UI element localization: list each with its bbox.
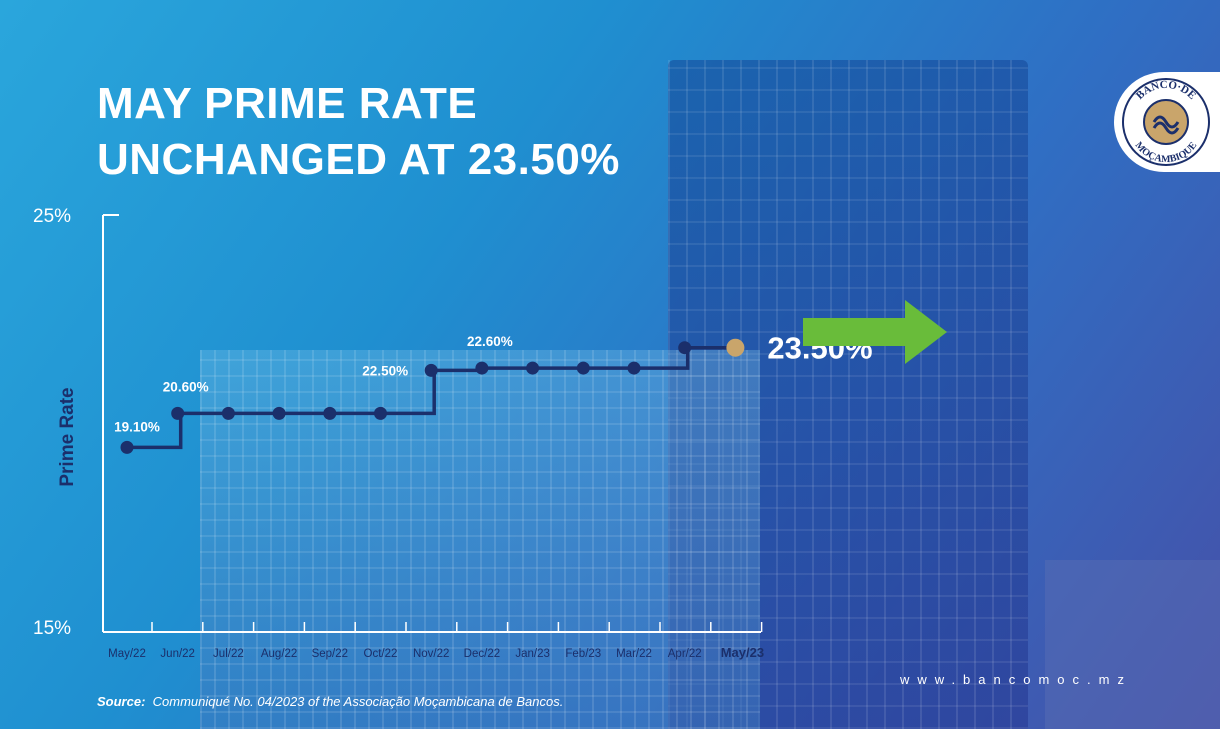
source-label: Source: <box>97 694 146 709</box>
x-tick-label: Sep/22 <box>312 648 348 660</box>
data-point <box>272 406 286 420</box>
step-line <box>127 345 736 450</box>
y-tick-label: 25% <box>33 206 71 227</box>
data-point <box>424 363 438 377</box>
x-tick-label: Dec/22 <box>464 648 500 660</box>
trend-arrow-icon <box>803 300 947 364</box>
x-tick-label: Nov/22 <box>413 648 449 660</box>
data-point <box>526 361 540 375</box>
chart-axes: 25% 15% Prime Rate May/22 Jun/22 Jul/22 Aug/22… <box>33 206 764 660</box>
data-point <box>374 406 387 420</box>
x-tick-label: Oct/22 <box>364 648 398 660</box>
title-line-1: MAY PRIME RATE <box>97 79 478 128</box>
bank-logo: BANCO·DE MOÇAMBIQUE <box>1114 72 1220 172</box>
chart-labels: 19.10%20.60%22.50%22.60% 23.50% <box>114 331 872 435</box>
data-point <box>171 406 185 420</box>
x-tick-label: Mar/22 <box>616 648 652 660</box>
x-tick-label: Feb/23 <box>565 648 601 660</box>
hotel-building-image <box>200 350 760 729</box>
title-line-2: UNCHANGED AT 23.50% <box>97 135 620 184</box>
data-point <box>627 361 641 375</box>
data-point <box>475 361 489 375</box>
data-point <box>576 361 590 375</box>
bank-seal-icon: BANCO·DE MOÇAMBIQUE <box>1122 78 1210 166</box>
y-axis-label: Prime Rate <box>57 387 78 486</box>
x-tick-label: Jun/22 <box>160 648 195 660</box>
prime-rate-series <box>120 338 745 454</box>
data-point <box>120 440 134 454</box>
data-point <box>323 406 337 420</box>
source-text: Communiqué No. 04/2023 of the Associação… <box>152 694 564 709</box>
website-link[interactable]: www.bancomoc.mz <box>900 672 1132 687</box>
highlight-point <box>726 338 745 357</box>
data-label: 22.60% <box>467 334 513 349</box>
x-tick-label: May/22 <box>108 648 146 660</box>
background-building-image <box>1045 560 1220 729</box>
source-note: Source: Communiqué No. 04/2023 of the As… <box>97 694 563 709</box>
data-point <box>221 406 235 420</box>
x-tick-label: Apr/22 <box>668 648 702 660</box>
data-label: 20.60% <box>163 379 209 394</box>
page-title: MAY PRIME RATE UNCHANGED AT 23.50% <box>97 76 620 188</box>
data-label: 19.10% <box>114 419 160 434</box>
data-label: 22.50% <box>362 363 408 378</box>
x-tick-label: May/23 <box>721 645 764 660</box>
data-point <box>678 341 692 355</box>
x-tick-label: Aug/22 <box>261 648 297 660</box>
x-tick-label: Jul/22 <box>213 648 244 660</box>
x-tick-label: Jan/23 <box>515 648 550 660</box>
y-tick-label: 15% <box>33 618 71 639</box>
